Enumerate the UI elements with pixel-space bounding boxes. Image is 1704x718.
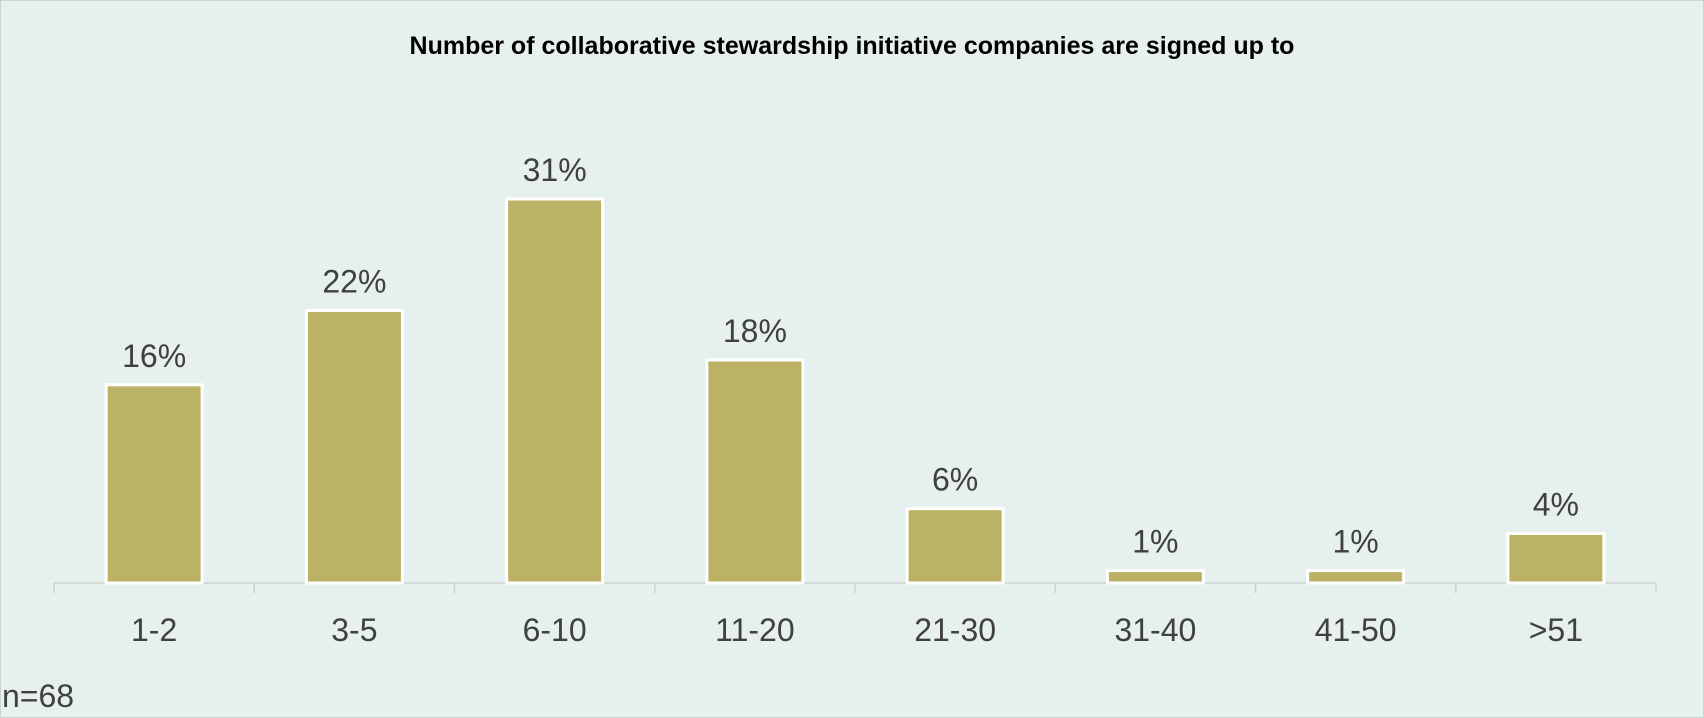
data-label: 22% bbox=[322, 263, 386, 299]
data-label: 6% bbox=[932, 462, 978, 498]
data-label: 16% bbox=[122, 338, 186, 374]
x-tick-label: 41-50 bbox=[1315, 612, 1397, 648]
x-tick-label: >51 bbox=[1529, 612, 1583, 648]
bar-41-50 bbox=[1306, 569, 1406, 585]
x-tick-label: 1-2 bbox=[131, 612, 177, 648]
chart-title: Number of collaborative stewardship init… bbox=[409, 32, 1295, 60]
x-tick-label: 11-20 bbox=[715, 612, 794, 648]
bar->51 bbox=[1506, 531, 1606, 585]
bar-21-30 bbox=[905, 507, 1005, 585]
data-label: 31% bbox=[523, 152, 587, 188]
bar-3-5 bbox=[304, 308, 404, 585]
sample-size-note: n=68 bbox=[2, 678, 75, 714]
x-tick-label: 21-30 bbox=[914, 612, 996, 648]
bar-1-2 bbox=[104, 383, 204, 585]
data-label: 1% bbox=[1333, 524, 1379, 560]
bar-11-20 bbox=[705, 358, 805, 585]
data-label: 18% bbox=[723, 313, 787, 349]
data-label: 1% bbox=[1132, 524, 1178, 560]
x-tick-label: 3-5 bbox=[331, 612, 377, 648]
x-tick-label: 31-40 bbox=[1114, 612, 1196, 648]
bar-31-40 bbox=[1105, 569, 1205, 585]
data-label: 4% bbox=[1533, 486, 1579, 522]
x-tick-label: 6-10 bbox=[523, 612, 587, 648]
bar-6-10 bbox=[505, 197, 605, 585]
